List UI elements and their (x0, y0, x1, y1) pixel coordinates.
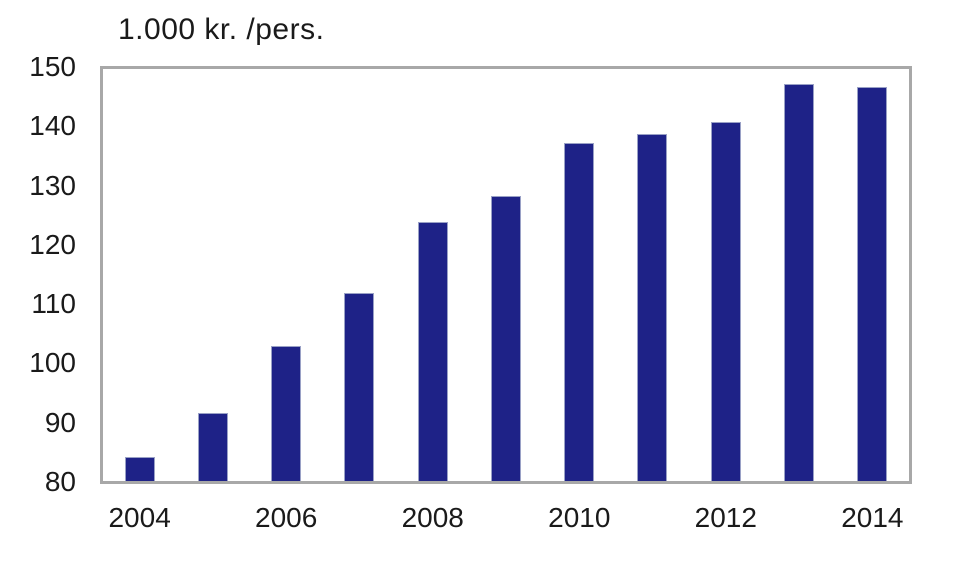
bar-slot-2013 (762, 69, 835, 481)
bar-2009 (490, 195, 521, 481)
y-tick-label-130: 130 (29, 169, 76, 201)
bar-slot-2005 (176, 69, 249, 481)
bar-2012 (710, 121, 741, 481)
x-tick-label-2012: 2012 (694, 502, 757, 533)
x-tick-label-2010: 2010 (548, 502, 611, 533)
bar-slot-2011 (616, 69, 689, 481)
bar-slot-2007 (323, 69, 396, 481)
bar-slot-2009 (469, 69, 542, 481)
y-tick-label-80: 80 (44, 466, 76, 497)
y-tick-label-150: 150 (29, 51, 76, 82)
bar-slot-2012 (689, 69, 762, 481)
bar-2008 (417, 222, 448, 481)
bar-2014 (857, 86, 888, 481)
x-tick-label-2014: 2014 (841, 502, 904, 533)
chart-title: 1.000 kr. /pers. (118, 13, 325, 46)
x-tick-label-2006: 2006 (255, 502, 318, 533)
bar-2013 (784, 83, 815, 481)
bar-slot-2014 (836, 69, 909, 481)
y-tick-label-120: 120 (29, 228, 76, 260)
y-tick-label-90: 90 (44, 406, 76, 438)
y-tick-label-110: 110 (31, 288, 76, 320)
bar-2004 (124, 457, 155, 481)
bar-slot-2004 (103, 69, 176, 481)
bar-2005 (197, 413, 228, 481)
bar-slot-2006 (250, 69, 323, 481)
bar-2007 (344, 292, 375, 481)
plot-area (100, 66, 912, 484)
x-tick-label-2008: 2008 (401, 502, 464, 533)
bar-slot-2010 (543, 69, 616, 481)
x-tick-label-2004: 2004 (108, 502, 171, 533)
bar-2011 (637, 133, 668, 481)
y-axis: 80 90 100 110 120 130 140 150 (0, 51, 76, 497)
y-tick-label-140: 140 (29, 110, 76, 142)
bar-slot-2008 (396, 69, 469, 481)
x-axis: 2004 2006 2008 2010 2012 2014 (103, 502, 909, 542)
bar-2006 (271, 345, 302, 481)
y-tick-label-100: 100 (29, 347, 76, 379)
bar-2010 (564, 142, 595, 481)
